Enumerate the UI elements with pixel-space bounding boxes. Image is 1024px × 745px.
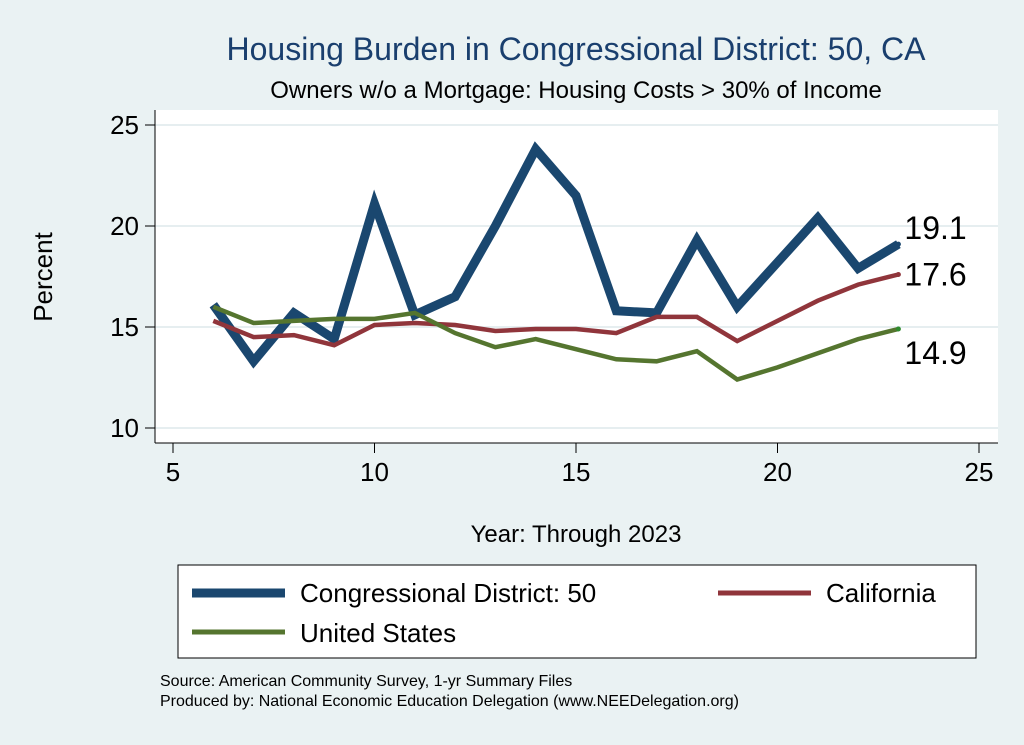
legend-label-united-states: United States xyxy=(300,618,456,648)
source-note: Source: American Community Survey, 1-yr … xyxy=(160,673,572,690)
series-line-california xyxy=(212,272,899,348)
y-axis-ticks: 10 15 20 25 xyxy=(110,110,155,443)
chart-subtitle: Owners w/o a Mortgage: Housing Costs > 3… xyxy=(270,77,882,104)
end-point-district xyxy=(895,241,901,247)
x-tick-label-25: 25 xyxy=(965,457,994,487)
x-tick-label-20: 20 xyxy=(763,457,792,487)
y-tick-label-25: 25 xyxy=(110,110,139,140)
x-tick-label-5: 5 xyxy=(166,457,180,487)
y-tick-label-15: 15 xyxy=(110,312,139,342)
chart-title: Housing Burden in Congressional District… xyxy=(227,31,927,67)
producer-note: Produced by: National Economic Education… xyxy=(160,693,739,710)
series-line-united-states xyxy=(212,304,899,382)
y-tick-label-20: 20 xyxy=(110,211,139,241)
y-tick-label-10: 10 xyxy=(110,413,139,443)
end-point-united-states xyxy=(895,326,901,332)
legend-label-district: Congressional District: 50 xyxy=(300,578,596,608)
x-tick-label-10: 10 xyxy=(360,457,389,487)
plot-area xyxy=(155,110,998,443)
y-axis-label: Percent xyxy=(28,231,58,321)
end-label-united-states: 14.9 xyxy=(904,335,966,371)
end-labels: 19.1 17.6 14.9 xyxy=(895,210,967,371)
legend-box xyxy=(177,564,977,659)
x-tick-label-15: 15 xyxy=(562,457,591,487)
x-axis-ticks: 5 10 15 20 25 xyxy=(166,443,994,487)
series-lines xyxy=(209,141,901,382)
series-line-district xyxy=(209,141,901,369)
x-axis-label: Year: Through 2023 xyxy=(471,521,682,548)
end-label-district: 19.1 xyxy=(904,210,966,246)
end-label-california: 17.6 xyxy=(904,256,966,292)
legend-label-california: California xyxy=(826,578,936,608)
end-point-california xyxy=(895,271,901,277)
